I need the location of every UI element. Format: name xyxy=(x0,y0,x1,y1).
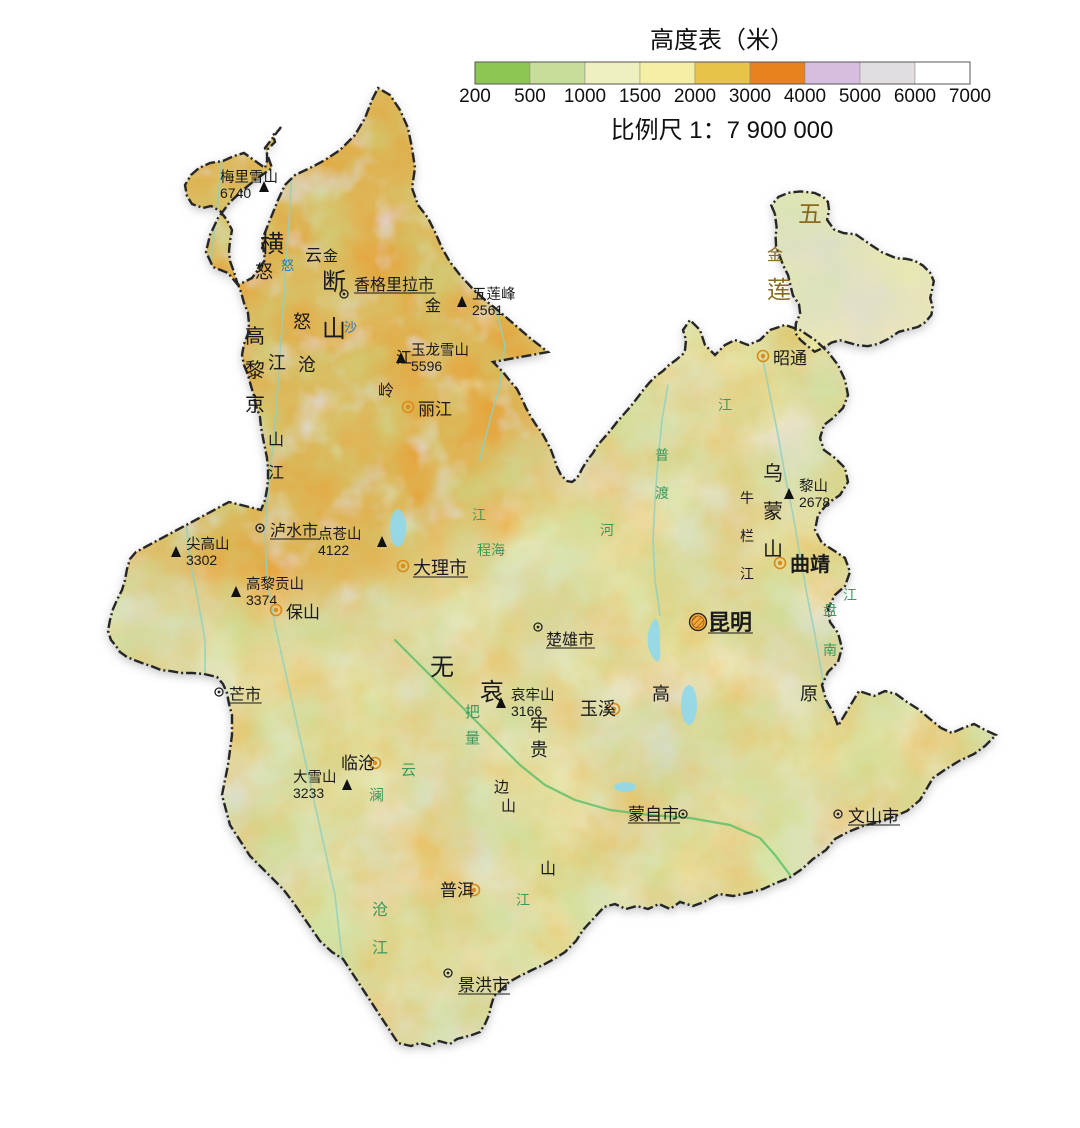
svg-text:沧: 沧 xyxy=(372,901,388,919)
svg-text:山: 山 xyxy=(322,316,346,343)
svg-text:高: 高 xyxy=(652,684,670,704)
svg-text:1000: 1000 xyxy=(564,86,606,107)
svg-text:京: 京 xyxy=(245,393,265,416)
svg-text:5000: 5000 xyxy=(839,86,881,107)
svg-text:5596: 5596 xyxy=(411,358,442,374)
svg-text:云: 云 xyxy=(401,762,416,779)
svg-text:渡: 渡 xyxy=(655,485,669,501)
svg-text:怒: 怒 xyxy=(281,258,294,273)
svg-text:普洱: 普洱 xyxy=(440,881,474,900)
svg-text:金: 金 xyxy=(425,297,441,315)
svg-text:2561: 2561 xyxy=(472,302,503,318)
svg-text:玉龙雪山: 玉龙雪山 xyxy=(411,342,469,359)
svg-text:文山市: 文山市 xyxy=(848,807,899,826)
svg-text:高黎贡山: 高黎贡山 xyxy=(246,576,304,593)
svg-text:原: 原 xyxy=(800,684,818,704)
svg-text:比例尺 1：7 900 000: 比例尺 1：7 900 000 xyxy=(611,117,834,144)
svg-text:尖高山: 尖高山 xyxy=(186,536,230,553)
svg-text:怒: 怒 xyxy=(293,312,311,332)
svg-text:黎山: 黎山 xyxy=(799,478,828,495)
svg-text:云: 云 xyxy=(305,246,322,265)
svg-text:乌: 乌 xyxy=(763,462,783,485)
svg-text:高度表（米）: 高度表（米） xyxy=(650,27,794,54)
svg-text:大雪山: 大雪山 xyxy=(293,769,337,786)
svg-text:山: 山 xyxy=(540,860,556,878)
svg-text:芒市: 芒市 xyxy=(229,686,261,704)
svg-text:把: 把 xyxy=(465,704,480,721)
svg-text:景洪市: 景洪市 xyxy=(458,976,509,995)
svg-text:3302: 3302 xyxy=(186,552,217,568)
svg-text:4000: 4000 xyxy=(784,86,826,107)
svg-text:贵: 贵 xyxy=(530,740,548,760)
svg-text:山: 山 xyxy=(268,431,284,449)
svg-text:金: 金 xyxy=(767,246,783,264)
svg-text:点苍山: 点苍山 xyxy=(318,526,362,543)
svg-text:断: 断 xyxy=(322,269,346,296)
svg-text:3233: 3233 xyxy=(293,785,324,801)
svg-text:南: 南 xyxy=(823,642,837,658)
svg-text:高: 高 xyxy=(245,325,265,348)
svg-text:程海: 程海 xyxy=(477,542,505,558)
svg-text:6740: 6740 xyxy=(220,185,251,201)
svg-text:量: 量 xyxy=(465,730,480,747)
svg-text:无: 无 xyxy=(430,654,454,681)
svg-text:昭通: 昭通 xyxy=(773,349,807,368)
svg-text:保山: 保山 xyxy=(286,603,320,622)
svg-text:普: 普 xyxy=(655,447,669,463)
svg-text:莲: 莲 xyxy=(767,277,791,304)
svg-text:曲靖: 曲靖 xyxy=(790,552,830,576)
svg-text:丽江: 丽江 xyxy=(418,400,452,419)
svg-text:沧: 沧 xyxy=(298,355,316,375)
svg-text:2678: 2678 xyxy=(799,494,830,510)
svg-text:江: 江 xyxy=(472,507,486,523)
svg-text:江: 江 xyxy=(372,939,388,957)
svg-text:岭: 岭 xyxy=(378,382,394,400)
svg-text:3000: 3000 xyxy=(729,86,771,107)
svg-text:沙: 沙 xyxy=(344,320,357,335)
svg-text:500: 500 xyxy=(514,86,546,107)
svg-text:大理市: 大理市 xyxy=(413,558,467,578)
svg-text:黎: 黎 xyxy=(245,359,265,382)
svg-text:横: 横 xyxy=(260,231,284,258)
svg-text:江: 江 xyxy=(843,587,857,603)
svg-text:河: 河 xyxy=(600,522,614,538)
svg-text:江: 江 xyxy=(516,892,530,908)
svg-text:玉溪: 玉溪 xyxy=(580,699,616,719)
svg-text:五: 五 xyxy=(798,201,822,228)
svg-text:江: 江 xyxy=(740,566,754,582)
svg-text:金: 金 xyxy=(323,248,338,265)
svg-text:7000: 7000 xyxy=(949,86,991,107)
svg-text:江: 江 xyxy=(718,397,732,413)
svg-text:临沧: 临沧 xyxy=(341,754,375,773)
svg-text:蒙自市: 蒙自市 xyxy=(628,805,679,824)
svg-text:哀牢山: 哀牢山 xyxy=(511,687,555,704)
svg-text:怒: 怒 xyxy=(255,262,273,282)
svg-text:泸水市: 泸水市 xyxy=(270,522,318,540)
svg-text:五莲峰: 五莲峰 xyxy=(472,286,516,303)
svg-text:蒙: 蒙 xyxy=(763,500,783,523)
svg-text:楚雄市: 楚雄市 xyxy=(546,631,594,649)
svg-text:盘: 盘 xyxy=(823,602,837,618)
svg-text:牛: 牛 xyxy=(740,490,754,506)
svg-text:江: 江 xyxy=(268,353,286,373)
svg-text:澜: 澜 xyxy=(369,787,384,804)
svg-text:4122: 4122 xyxy=(318,542,349,558)
svg-text:香格里拉市: 香格里拉市 xyxy=(354,276,434,294)
svg-text:江: 江 xyxy=(268,464,284,482)
svg-text:200: 200 xyxy=(459,86,491,107)
svg-text:边: 边 xyxy=(494,779,509,796)
svg-text:6000: 6000 xyxy=(894,86,936,107)
svg-text:3166: 3166 xyxy=(511,703,542,719)
svg-text:栏: 栏 xyxy=(740,528,754,544)
svg-text:山: 山 xyxy=(501,798,516,815)
svg-text:梅里雪山: 梅里雪山 xyxy=(220,169,278,186)
svg-text:2000: 2000 xyxy=(674,86,716,107)
svg-text:1500: 1500 xyxy=(619,86,661,107)
svg-text:昆明: 昆明 xyxy=(708,610,752,635)
